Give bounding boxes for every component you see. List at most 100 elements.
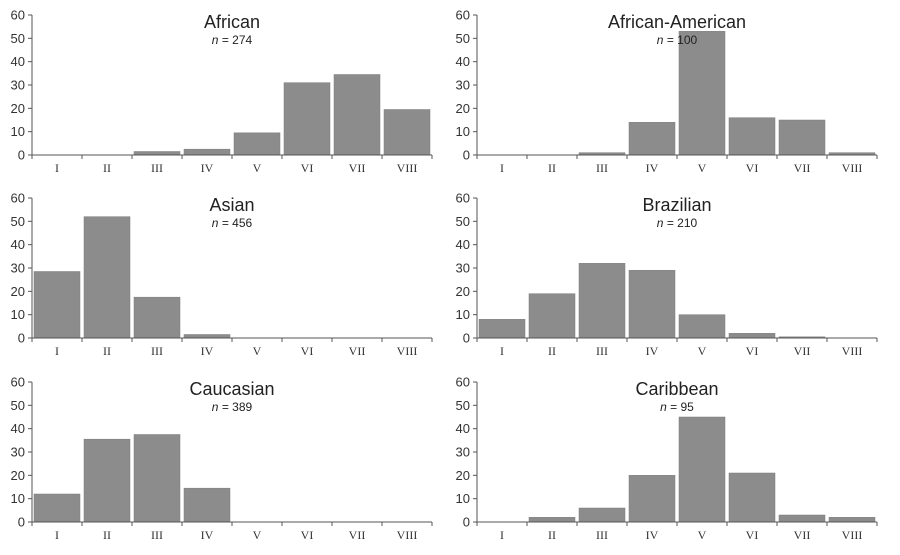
y-tick-label: 30 — [456, 78, 470, 93]
y-tick-label: 10 — [456, 491, 470, 506]
y-tick-label: 10 — [456, 124, 470, 139]
x-tick-label: II — [548, 528, 556, 542]
y-tick-label: 10 — [456, 307, 470, 322]
y-tick-label: 20 — [456, 284, 470, 299]
bar-I — [33, 271, 81, 339]
x-tick-label: II — [103, 528, 111, 542]
y-tick-label: 30 — [456, 261, 470, 276]
y-tick-label: 60 — [456, 8, 470, 23]
x-tick-label: VI — [301, 528, 314, 542]
x-tick-label: I — [55, 528, 59, 542]
x-tick-label: III — [151, 528, 163, 542]
x-tick-label: III — [596, 528, 608, 542]
x-tick-label: VIII — [397, 161, 418, 175]
x-tick-label: VII — [349, 344, 366, 358]
x-tick-label: VII — [794, 528, 811, 542]
x-tick-label: IV — [646, 344, 659, 358]
bar-VI — [728, 472, 776, 523]
x-tick-label: IV — [201, 161, 214, 175]
bar-VIII — [828, 517, 876, 523]
bar-IV — [628, 475, 676, 523]
bar-IV — [183, 487, 231, 523]
bar-VII — [333, 74, 381, 156]
y-tick-label: 40 — [456, 421, 470, 436]
x-tick-label: II — [103, 344, 111, 358]
y-tick-label: 50 — [11, 398, 25, 413]
bar-V — [678, 416, 726, 523]
y-tick-label: 50 — [456, 31, 470, 46]
bar-VII — [778, 514, 826, 523]
y-tick-label: 0 — [18, 515, 25, 530]
x-tick-label: IV — [646, 528, 659, 542]
bar-I — [33, 493, 81, 523]
y-tick-label: 0 — [463, 148, 470, 163]
y-tick-label: 60 — [456, 191, 470, 206]
chart-title: Brazilian — [642, 195, 711, 215]
y-tick-label: 60 — [11, 191, 25, 206]
chart-subtitle: n = 456 — [212, 216, 253, 230]
x-tick-label: V — [698, 161, 707, 175]
y-tick-label: 30 — [11, 261, 25, 276]
bar-VIII — [383, 109, 431, 156]
y-tick-label: 60 — [11, 8, 25, 23]
y-tick-label: 0 — [463, 515, 470, 530]
y-tick-label: 0 — [18, 148, 25, 163]
x-tick-label: V — [253, 344, 262, 358]
x-tick-label: VI — [301, 344, 314, 358]
x-tick-label: VIII — [397, 528, 418, 542]
bar-VII — [778, 119, 826, 156]
x-tick-label: IV — [201, 528, 214, 542]
y-tick-label: 20 — [11, 284, 25, 299]
y-tick-label: 30 — [11, 78, 25, 93]
x-tick-label: V — [698, 528, 707, 542]
x-tick-label: V — [698, 344, 707, 358]
x-tick-label: I — [55, 161, 59, 175]
x-tick-label: VI — [746, 161, 759, 175]
bar-III — [133, 296, 181, 339]
x-tick-label: VII — [794, 161, 811, 175]
x-tick-label: VI — [746, 528, 759, 542]
bar-II — [528, 293, 576, 339]
y-tick-label: 20 — [456, 468, 470, 483]
n-label: n — [212, 400, 219, 414]
bar-III — [578, 263, 626, 339]
y-tick-label: 60 — [456, 375, 470, 390]
n-value: = 100 — [663, 33, 697, 47]
x-tick-label: I — [55, 344, 59, 358]
y-tick-label: 50 — [456, 398, 470, 413]
n-value: = 389 — [218, 400, 252, 414]
y-tick-label: 50 — [456, 214, 470, 229]
chart-title: Asian — [209, 195, 254, 215]
bar-IV — [183, 334, 231, 339]
x-tick-label: III — [596, 344, 608, 358]
bar-II — [83, 438, 131, 523]
x-tick-label: II — [103, 161, 111, 175]
x-tick-label: V — [253, 161, 262, 175]
x-tick-label: II — [548, 344, 556, 358]
bar-VI — [283, 82, 331, 156]
bar-II — [528, 517, 576, 523]
y-tick-label: 40 — [11, 237, 25, 252]
n-label: n — [657, 216, 664, 230]
x-tick-label: VI — [746, 344, 759, 358]
chart-title: African — [204, 12, 260, 32]
x-tick-label: VIII — [842, 344, 863, 358]
y-tick-label: 30 — [456, 445, 470, 460]
bar-V — [233, 132, 281, 156]
chart-title: Caribbean — [635, 379, 718, 399]
x-tick-label: III — [596, 161, 608, 175]
chart-subtitle: n = 274 — [212, 33, 253, 47]
y-tick-label: 40 — [456, 54, 470, 69]
n-value: = 95 — [667, 400, 694, 414]
x-tick-label: VII — [349, 528, 366, 542]
n-label: n — [660, 400, 667, 414]
y-tick-label: 0 — [18, 331, 25, 346]
n-label: n — [212, 33, 219, 47]
